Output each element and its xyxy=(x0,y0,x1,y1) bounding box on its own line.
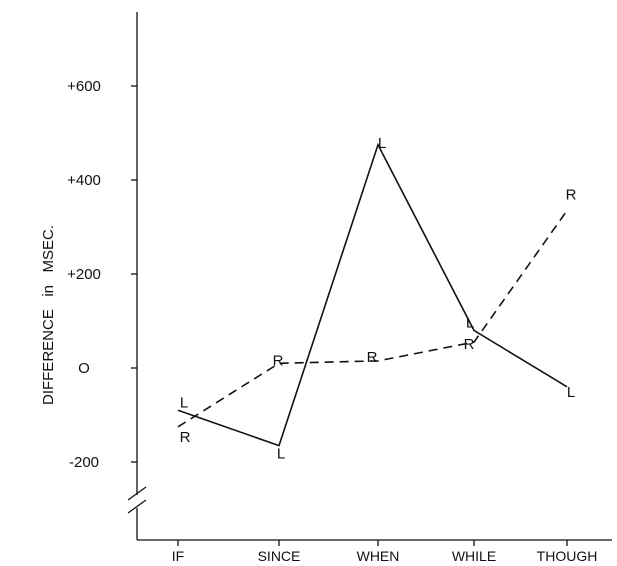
data-point-l: L xyxy=(567,384,575,401)
y-ticks: +600 +400 +200 O -200 xyxy=(67,78,137,471)
y-tick-label: +200 xyxy=(67,266,101,283)
data-point-r: R xyxy=(180,429,191,446)
data-point-l: L xyxy=(378,135,386,152)
data-point-r: R xyxy=(566,187,577,204)
x-tick-label: WHEN xyxy=(357,548,400,564)
series-line-l xyxy=(177,142,568,447)
data-point-l: L xyxy=(466,314,474,331)
y-axis-title: DIFFERENCE in MSEC. xyxy=(40,225,57,405)
series-line-r xyxy=(177,210,568,428)
data-point-l: L xyxy=(180,394,188,411)
x-ticks: IF SINCE WHEN WHILE THOUGH xyxy=(172,540,598,564)
y-tick-label: +600 xyxy=(67,78,101,95)
x-tick-label: IF xyxy=(172,548,184,564)
data-point-l: L xyxy=(277,446,285,463)
y-axis xyxy=(127,12,147,540)
y-tick-label: +400 xyxy=(67,172,101,189)
x-tick-label: THOUGH xyxy=(537,548,598,564)
y-tick-label: -200 xyxy=(69,454,99,471)
data-point-r: R xyxy=(273,352,284,369)
axis-break-mark-2 xyxy=(127,499,147,514)
data-point-r: R xyxy=(367,349,378,366)
x-tick-label: SINCE xyxy=(258,548,301,564)
x-tick-label: WHILE xyxy=(452,548,496,564)
y-tick-label: O xyxy=(78,360,90,377)
data-point-r: R xyxy=(464,336,475,353)
axis-break-mark-1 xyxy=(127,486,147,501)
